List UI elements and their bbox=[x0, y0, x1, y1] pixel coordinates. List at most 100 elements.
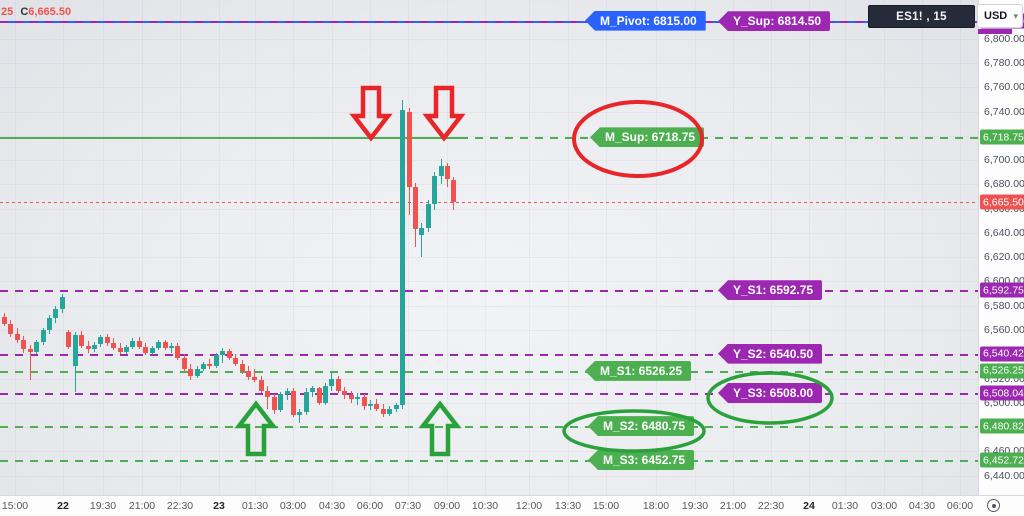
candle bbox=[233, 357, 239, 364]
candle bbox=[53, 309, 59, 318]
grid-hline bbox=[0, 208, 978, 210]
grid-hline bbox=[0, 451, 978, 453]
grid-vline bbox=[884, 0, 885, 495]
candle bbox=[278, 394, 284, 410]
pivot-line-Y_S2 bbox=[0, 353, 978, 356]
candle-wick bbox=[29, 344, 31, 380]
grid-hline bbox=[0, 160, 978, 162]
candle bbox=[310, 388, 316, 392]
pivot-label-M_S2: M_S2: 6480.75 bbox=[588, 416, 695, 437]
candle bbox=[226, 350, 232, 358]
symbol-interval-box: ES1! , 15 bbox=[868, 5, 975, 28]
time-axis[interactable]: 15:00 22 19:30 21:00 22:30 23 01:30 03:00 04:30 0… bbox=[0, 495, 1024, 516]
pivot-line-M_S3 bbox=[0, 460, 978, 463]
red-circle-annotation-1[interactable] bbox=[572, 100, 704, 178]
pivot-label-M_Sup: M_Sup: 6718.75 bbox=[590, 127, 705, 148]
candle bbox=[59, 297, 65, 310]
candle bbox=[387, 408, 393, 414]
candle bbox=[213, 355, 219, 367]
price-badge-666550: 6,665.50 bbox=[980, 194, 1024, 210]
chart-area[interactable]: M_Pivot: 6815.00 Y_Sup: 6814.50 M_Sup: 671… bbox=[0, 0, 978, 495]
green-up-arrow-1[interactable] bbox=[234, 400, 278, 457]
price-tick: 6,780.00 bbox=[984, 57, 1024, 70]
price-tick: 6,800.00 bbox=[984, 32, 1024, 45]
candle bbox=[252, 377, 258, 380]
grid-vline bbox=[255, 0, 256, 495]
candle bbox=[419, 228, 425, 236]
ysup-axis-badge-sliver bbox=[978, 29, 1012, 34]
green-circle-annotation-2[interactable] bbox=[562, 409, 706, 453]
candle bbox=[79, 334, 84, 346]
grid-vline bbox=[809, 0, 810, 495]
price-badge-648082: 6,480.82 bbox=[980, 418, 1024, 434]
candle bbox=[27, 349, 33, 352]
candle bbox=[104, 337, 110, 344]
pivot-line-Y_Sup bbox=[0, 21, 978, 24]
candle bbox=[412, 186, 418, 230]
candle bbox=[290, 390, 296, 415]
pivot-line-M_S2 bbox=[0, 426, 978, 429]
candle-wick bbox=[209, 359, 211, 369]
grid-hline bbox=[0, 87, 978, 89]
grid-vline bbox=[332, 0, 333, 495]
grid-vline bbox=[922, 0, 923, 495]
price-axis[interactable]: 6,800.00 6,780.00 6,760.00 6,740.00 6,700.00… bbox=[978, 0, 1024, 495]
time-tick: 22:30 bbox=[757, 500, 785, 512]
grid-vline bbox=[529, 0, 530, 495]
pivot-line-Y_S1 bbox=[0, 290, 978, 293]
scroll-to-realtime-icon[interactable] bbox=[987, 499, 1000, 512]
green-circle-annotation-1[interactable] bbox=[706, 371, 834, 425]
grid-vline bbox=[103, 0, 104, 495]
candle bbox=[8, 323, 14, 334]
grid-vline bbox=[180, 0, 181, 495]
pivot-label-M_Pivot: M_Pivot: 6815.00 bbox=[585, 10, 706, 31]
candle bbox=[323, 385, 328, 403]
time-tick: 01:30 bbox=[241, 500, 269, 512]
candle bbox=[149, 348, 155, 353]
grid-hline bbox=[0, 281, 978, 283]
candle-wick bbox=[421, 223, 423, 258]
grid-vline bbox=[447, 0, 448, 495]
time-tick: 07:30 bbox=[394, 500, 422, 512]
candle bbox=[380, 408, 386, 414]
time-tick: 06:00 bbox=[946, 500, 974, 512]
time-tick: 10:30 bbox=[471, 500, 499, 512]
time-tick: 04:30 bbox=[908, 500, 936, 512]
pivot-line-Y_S3 bbox=[0, 393, 978, 395]
candle-wick bbox=[222, 348, 224, 363]
grid-hline bbox=[0, 135, 978, 137]
time-tick: 03:00 bbox=[870, 500, 898, 512]
grid-vline bbox=[293, 0, 294, 495]
candle bbox=[40, 329, 46, 342]
red-down-arrow-2[interactable] bbox=[422, 85, 466, 142]
time-tick: 23 bbox=[213, 500, 225, 512]
price-tick: 6,580.00 bbox=[984, 299, 1024, 312]
candle bbox=[34, 342, 40, 352]
candle bbox=[393, 405, 399, 409]
green-up-arrow-2[interactable] bbox=[418, 400, 462, 457]
time-tick: 03:00 bbox=[279, 500, 307, 512]
chevron-down-icon: ▾ bbox=[1013, 10, 1018, 21]
symbol-interval-text: ES1! , 15 bbox=[896, 10, 947, 23]
grid-vline bbox=[370, 0, 371, 495]
price-tick: 6,560.00 bbox=[984, 323, 1024, 336]
time-tick: 15:00 bbox=[592, 500, 620, 512]
currency-dropdown[interactable]: USD ▾ bbox=[977, 4, 1023, 28]
red-down-arrow-1[interactable] bbox=[349, 85, 393, 142]
grid-hline bbox=[0, 257, 978, 259]
grid-vline bbox=[656, 0, 657, 495]
candle-wick bbox=[299, 408, 301, 424]
pivot-label-M_S1: M_S1: 6526.25 bbox=[585, 360, 692, 381]
grid-vline bbox=[63, 0, 64, 495]
candle bbox=[406, 111, 412, 187]
legend-close-label: C bbox=[20, 6, 29, 18]
price-badge-671875: 6,718.75 bbox=[980, 129, 1024, 145]
candle bbox=[124, 346, 129, 352]
candle bbox=[400, 110, 405, 406]
candle-wick bbox=[286, 388, 288, 401]
grid-hline bbox=[0, 305, 978, 307]
candle bbox=[201, 363, 206, 369]
candle bbox=[117, 348, 123, 352]
candle bbox=[21, 339, 27, 350]
